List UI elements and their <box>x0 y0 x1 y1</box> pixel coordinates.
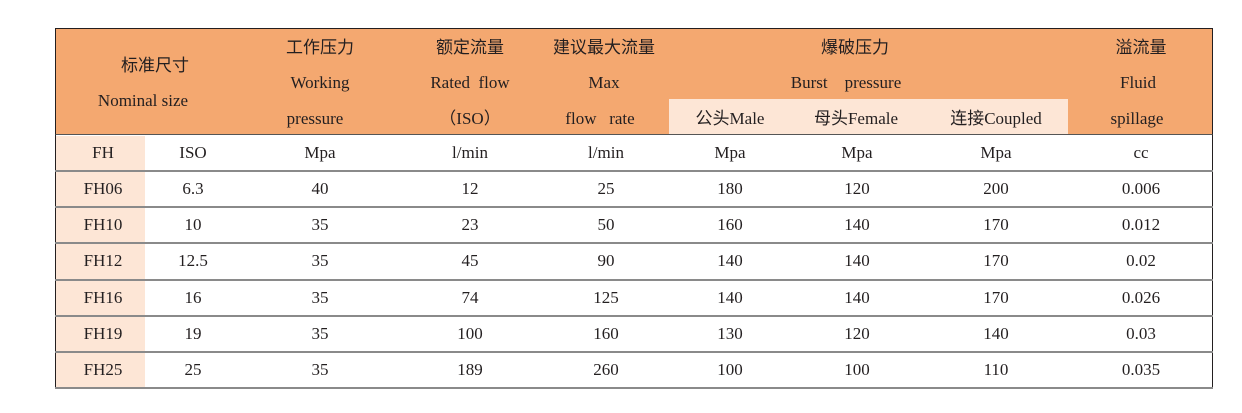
rated-en1: Rated flow <box>430 73 510 92</box>
unit-cell: FH <box>92 143 114 162</box>
table-cell: 0.006 <box>1121 179 1161 198</box>
table-cell: 0.012 <box>1121 215 1161 234</box>
unit-cell: l/min <box>452 143 488 162</box>
spill-cn: 溢流量 <box>1115 38 1167 57</box>
female-header: 母头Female <box>813 109 899 128</box>
table-cell: 170 <box>983 251 1009 270</box>
working-en1: Working <box>290 73 350 92</box>
table-cell: FH06 <box>83 179 123 198</box>
table-cell: 90 <box>597 251 615 270</box>
table-cell: 0.02 <box>1126 251 1156 270</box>
table-cell: 200 <box>983 179 1009 198</box>
row-divider <box>55 206 1213 208</box>
burst-cn: 爆破压力 <box>821 38 889 57</box>
table-cell: 35 <box>311 251 329 270</box>
unit-cell: ISO <box>179 143 207 162</box>
burst-en: Burst pressure <box>790 73 902 92</box>
table-cell: 140 <box>844 215 870 234</box>
table-cell: 10 <box>184 215 202 234</box>
table-cell: 12.5 <box>178 251 208 270</box>
table-cell: 16 <box>184 288 202 307</box>
table-cell: 110 <box>983 360 1009 379</box>
unit-cell: Mpa <box>841 143 873 162</box>
spill-en1: Fluid <box>1120 73 1156 92</box>
table-cell: 140 <box>844 251 870 270</box>
table-cell: 0.035 <box>1121 360 1161 379</box>
first-column-band <box>55 136 145 389</box>
table-cell: 160 <box>593 324 619 343</box>
table-cell: 170 <box>983 288 1009 307</box>
rated-cn: 额定流量 <box>436 38 504 57</box>
burst-subheader-band <box>669 99 1068 134</box>
table-cell: 40 <box>311 179 329 198</box>
table-cell: 0.026 <box>1121 288 1161 307</box>
table-cell: 260 <box>593 360 619 379</box>
max-cn: 建议最大流量 <box>553 38 655 57</box>
nominal-cn: 标准尺寸 <box>121 56 189 75</box>
table-cell: 45 <box>461 251 479 270</box>
max-en2: flow rate <box>565 109 635 128</box>
spill-en2: spillage <box>1110 109 1164 128</box>
table-cell: 12 <box>461 179 479 198</box>
table-cell: 140 <box>844 288 870 307</box>
table-cell: 35 <box>311 360 329 379</box>
table-cell: 140 <box>983 324 1009 343</box>
table-cell: 25 <box>184 360 202 379</box>
table-cell: FH25 <box>83 360 123 379</box>
table-cell: 6.3 <box>182 179 204 198</box>
unit-cell: Mpa <box>714 143 746 162</box>
table-cell: 120 <box>844 324 870 343</box>
max-en1: Max <box>588 73 620 92</box>
table-cell: 35 <box>311 215 329 234</box>
coupled-header: 连接Coupled <box>950 109 1042 128</box>
table-cell: 100 <box>844 360 870 379</box>
table-cell: 35 <box>311 288 329 307</box>
unit-cell: Mpa <box>304 143 336 162</box>
row-divider <box>55 351 1213 353</box>
table-cell: 100 <box>457 324 483 343</box>
table-cell: 140 <box>717 251 743 270</box>
table-cell: 160 <box>717 215 743 234</box>
nominal-en: Nominal size <box>97 91 189 110</box>
table-cell: 100 <box>717 360 743 379</box>
table-cell: 125 <box>593 288 619 307</box>
table-cell: 170 <box>983 215 1009 234</box>
row-divider <box>55 279 1213 281</box>
table-cell: 130 <box>717 324 743 343</box>
table-cell: 35 <box>311 324 329 343</box>
table-cell: 0.03 <box>1126 324 1156 343</box>
table-cell: 180 <box>717 179 743 198</box>
row-divider <box>55 242 1213 244</box>
table-cell: FH10 <box>83 215 123 234</box>
table-cell: 19 <box>184 324 202 343</box>
table-cell: 189 <box>457 360 483 379</box>
right-border <box>1212 135 1213 389</box>
table-cell: 140 <box>717 288 743 307</box>
table-cell: FH19 <box>83 324 123 343</box>
unit-cell: Mpa <box>980 143 1012 162</box>
table-cell: FH16 <box>83 288 123 307</box>
table-cell: 25 <box>597 179 615 198</box>
male-header: 公头Male <box>695 109 765 128</box>
table-cell: 50 <box>597 215 615 234</box>
row-divider <box>55 315 1213 317</box>
working-cn: 工作压力 <box>286 38 354 57</box>
table-cell: FH12 <box>83 251 123 270</box>
unit-cell: l/min <box>588 143 624 162</box>
rated-en2: （ISO） <box>439 109 501 128</box>
table-cell: 23 <box>461 215 479 234</box>
unit-cell: cc <box>1133 143 1149 162</box>
bottom-border <box>55 387 1213 389</box>
table-cell: 74 <box>461 288 479 307</box>
working-en2: pressure <box>286 109 344 128</box>
row-divider <box>55 170 1213 172</box>
table-cell: 120 <box>844 179 870 198</box>
left-border <box>55 135 56 389</box>
